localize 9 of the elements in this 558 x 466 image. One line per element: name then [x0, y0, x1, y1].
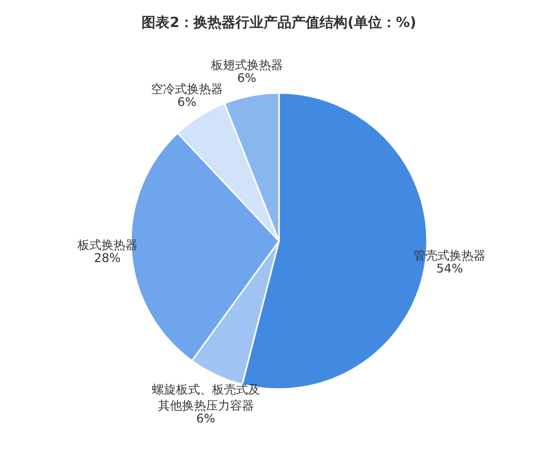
slice-label: 螺旋板式、板壳式及其他换热压力容器	[152, 382, 260, 413]
data-label: 6%	[177, 94, 196, 109]
chart-title: 图表2：换热器行业产品产值结构(单位：%)	[142, 14, 416, 31]
slice-label: 空冷式换热器	[150, 82, 223, 96]
data-label: 6%	[237, 71, 256, 86]
data-label: 6%	[196, 412, 216, 426]
data-label: 28%	[94, 250, 121, 265]
slice-label: 板翅式换热器	[210, 58, 283, 72]
data-label: 54%	[436, 262, 463, 276]
